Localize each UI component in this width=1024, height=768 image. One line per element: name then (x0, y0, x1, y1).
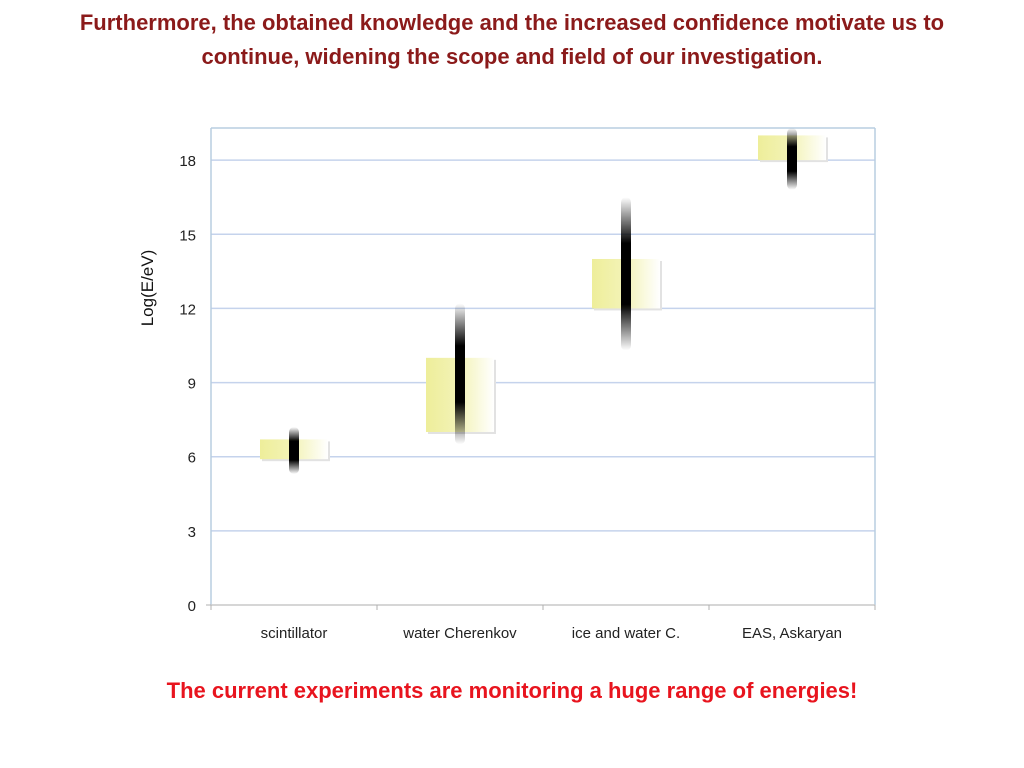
tick-labels: 0 3 6 9 12 15 18 scintillator water Cherenkov ice… (179, 153, 842, 642)
y-tick-label-12: 12 (179, 301, 196, 318)
heading-line-2: continue, widening the scope and field o… (201, 44, 823, 69)
heading-line-1: Furthermore, the obtained knowledge and … (79, 10, 945, 35)
y-tick-label-3: 3 (188, 524, 196, 541)
x-tick-label-0: scintillator (261, 625, 328, 642)
spread-bar-3 (787, 128, 797, 190)
y-tick-label-0: 0 (188, 598, 196, 615)
y-tick-label-15: 15 (179, 227, 196, 244)
y-tick-label-9: 9 (188, 376, 196, 393)
slide-heading: Furthermore, the obtained knowledge and … (0, 6, 1024, 74)
y-axis-label: Log(E/eV) (138, 249, 157, 327)
y-tick-label-18: 18 (179, 153, 196, 170)
x-tick-label-2: ice and water C. (572, 625, 680, 642)
grid-lines (211, 159, 875, 532)
spread-bar-2 (621, 197, 631, 351)
slide-footer: The current experiments are monitoring a… (166, 678, 858, 703)
x-tick-label-1: water Cherenkov (402, 625, 517, 642)
range-marks (260, 128, 828, 475)
spread-bar-1 (455, 303, 465, 445)
spread-bar-0 (289, 427, 299, 475)
x-tick-label-3: EAS, Askaryan (742, 625, 842, 642)
y-tick-label-6: 6 (188, 450, 196, 467)
axes (206, 127, 876, 610)
